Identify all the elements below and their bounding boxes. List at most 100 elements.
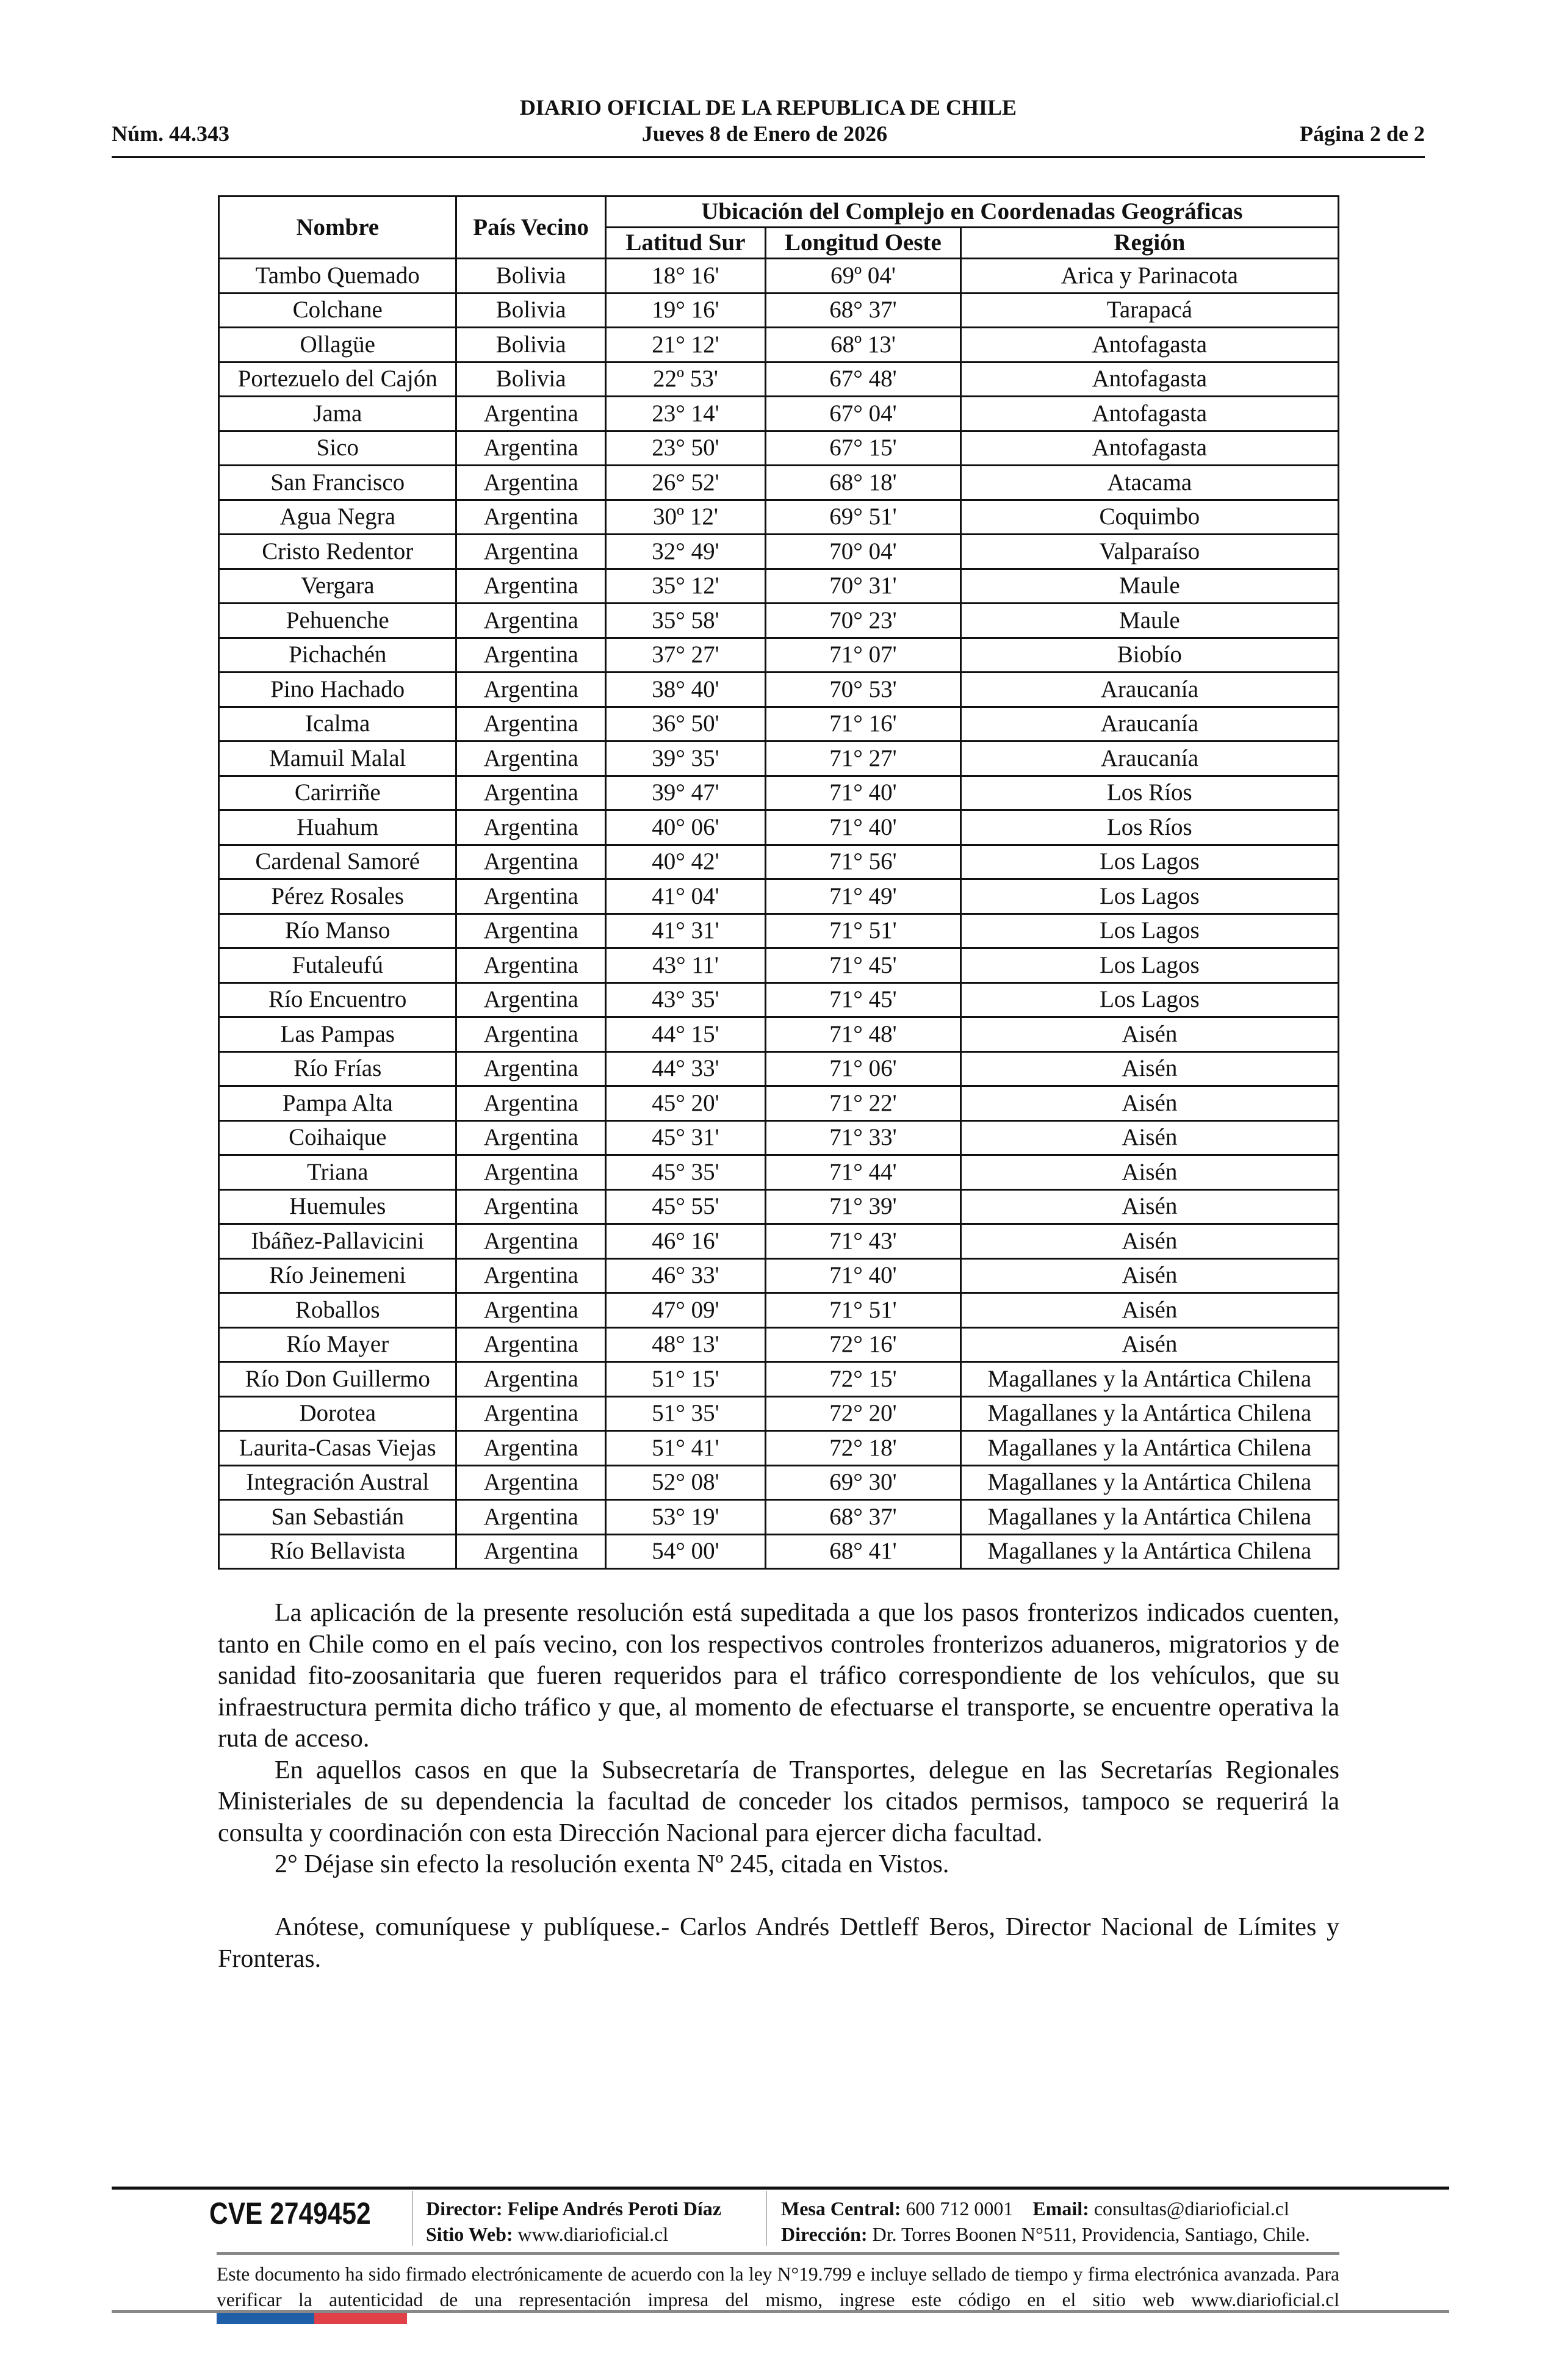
cell-latitud: 45° 20' — [604, 1085, 767, 1122]
issue-date: Jueves 8 de Enero de 2026 — [641, 121, 888, 146]
label: Email: — [1032, 2198, 1089, 2220]
table-row: Icalma Argentina 36° 50' 71° 16' Araucanía — [217, 705, 1340, 742]
cell-region: Antofagasta — [959, 395, 1340, 432]
paragraph: Anótese, comuníquese y publíquese.- Carl… — [218, 1913, 1339, 1973]
cell-latitud: 48° 13' — [604, 1326, 767, 1363]
cell-longitud: 71° 56' — [765, 843, 962, 880]
cell-nombre: San Sebastián — [217, 1499, 458, 1535]
cell-region: Los Ríos — [959, 774, 1340, 811]
cell-pais: Argentina — [455, 809, 607, 846]
cell-region: Magallanes y la Antártica Chilena — [959, 1395, 1340, 1432]
cell-nombre: Triana — [217, 1154, 458, 1191]
cell-region: Aisén — [959, 1050, 1340, 1087]
cell-region: Magallanes y la Antártica Chilena — [959, 1361, 1340, 1397]
cell-nombre: Laurita-Casas Viejas — [217, 1430, 458, 1466]
cell-latitud: 52° 08' — [604, 1464, 767, 1501]
cve-code: CVE 2749452 — [209, 2196, 371, 2230]
table-row: Jama Argentina 23° 14' 67° 04' Antofagasta — [217, 395, 1340, 432]
header-row: Núm. 44.343 Jueves 8 de Enero de 2026 Pá… — [112, 121, 1425, 146]
cell-pais: Argentina — [455, 1395, 607, 1432]
cell-latitud: 21° 12' — [604, 326, 767, 363]
cell-latitud: 38° 40' — [604, 671, 767, 708]
footer-divider — [112, 2310, 1449, 2313]
col-header-lon: Longitud Oeste — [765, 226, 962, 259]
cell-longitud: 71° 51' — [765, 1292, 962, 1329]
cell-latitud: 53° 19' — [604, 1499, 767, 1535]
cell-region: Aisén — [959, 1085, 1340, 1122]
cell-longitud: 71° 48' — [765, 1016, 962, 1053]
cell-nombre: Río Mayer — [217, 1326, 458, 1363]
cell-longitud: 71° 44' — [765, 1154, 962, 1191]
cell-pais: Argentina — [455, 705, 607, 742]
cell-pais: Argentina — [455, 568, 607, 604]
cell-latitud: 18° 16' — [604, 258, 767, 294]
website-link[interactable]: www.diarioficial.cl — [517, 2223, 669, 2245]
cell-nombre: Río Encuentro — [217, 981, 458, 1018]
table-row: Pehuenche Argentina 35° 58' 70° 23' Maule — [217, 602, 1340, 639]
email-link[interactable]: consultas@diarioficial.cl — [1093, 2198, 1289, 2220]
table-row: Colchane Bolivia 19° 16' 68° 37' Tarapacá — [217, 292, 1340, 328]
col-header-group: Ubicación del Complejo en Coordenadas Ge… — [604, 195, 1340, 228]
col-header-region: Región — [959, 226, 1340, 259]
cell-region: Magallanes y la Antártica Chilena — [959, 1533, 1340, 1570]
footer-divider — [217, 2252, 1339, 2255]
cell-latitud: 23° 50' — [604, 430, 767, 466]
cell-latitud: 46° 33' — [604, 1257, 767, 1294]
cell-region: Antofagasta — [959, 361, 1340, 397]
cell-latitud: 26° 52' — [604, 464, 767, 501]
cell-region: Arica y Parinacota — [959, 258, 1340, 294]
cell-pais: Argentina — [455, 1499, 607, 1535]
cell-nombre: Pehuenche — [217, 602, 458, 639]
table-row: Río Jeinemeni Argentina 46° 33' 71° 40' Aisé… — [217, 1257, 1340, 1294]
cell-region: Aisén — [959, 1154, 1340, 1191]
cell-pais: Argentina — [455, 1154, 607, 1191]
cell-longitud: 72° 15' — [765, 1361, 962, 1397]
footer-divider — [112, 2187, 1449, 2190]
cell-longitud: 71° 07' — [765, 636, 962, 673]
cell-latitud: 30º 12' — [604, 499, 767, 535]
cell-latitud: 45° 31' — [604, 1119, 767, 1156]
cell-pais: Bolivia — [455, 326, 607, 363]
flag-stripe-blue — [217, 2313, 314, 2324]
cell-nombre: San Francisco — [217, 464, 458, 501]
cell-nombre: Coihaique — [217, 1119, 458, 1156]
cell-longitud: 68° 37' — [765, 292, 962, 328]
cell-latitud: 51° 41' — [604, 1430, 767, 1466]
cell-nombre: Pérez Rosales — [217, 878, 458, 915]
col-header-nombre: Nombre — [217, 195, 458, 259]
cell-region: Los Lagos — [959, 878, 1340, 915]
cell-longitud: 71° 45' — [765, 947, 962, 984]
cell-latitud: 40° 06' — [604, 809, 767, 846]
cell-nombre: Huemules — [217, 1188, 458, 1225]
cell-latitud: 44° 15' — [604, 1016, 767, 1053]
cell-nombre: Río Jeinemeni — [217, 1257, 458, 1294]
table-row: Río Frías Argentina 44° 33' 71° 06' Aisén — [217, 1050, 1340, 1087]
cell-region: Los Lagos — [959, 843, 1340, 880]
cell-nombre: Futaleufú — [217, 947, 458, 984]
cell-pais: Argentina — [455, 740, 607, 777]
table-row: Río Encuentro Argentina 43° 35' 71° 45' Los … — [217, 981, 1340, 1018]
label: Dirección: — [781, 2223, 868, 2245]
cell-nombre: Pino Hachado — [217, 671, 458, 708]
cell-region: Los Ríos — [959, 809, 1340, 846]
table-row: Cardenal Samoré Argentina 40° 42' 71° 56' Lo… — [217, 843, 1340, 880]
cell-pais: Argentina — [455, 499, 607, 535]
cell-region: Antofagasta — [959, 326, 1340, 363]
cell-pais: Argentina — [455, 1326, 607, 1363]
cell-nombre: Río Bellavista — [217, 1533, 458, 1570]
cell-region: Los Lagos — [959, 981, 1340, 1018]
cell-nombre: Integración Austral — [217, 1464, 458, 1501]
cell-longitud: 71° 40' — [765, 1257, 962, 1294]
cell-pais: Argentina — [455, 430, 607, 466]
cell-latitud: 35° 12' — [604, 568, 767, 604]
phone: 600 712 0001 — [906, 2198, 1014, 2220]
cell-nombre: Dorotea — [217, 1395, 458, 1432]
cell-nombre: Mamuil Malal — [217, 740, 458, 777]
col-header-lat: Latitud Sur — [604, 226, 767, 259]
cell-region: Aisén — [959, 1223, 1340, 1260]
cell-longitud: 71° 51' — [765, 912, 962, 949]
cell-pais: Argentina — [455, 1188, 607, 1225]
footer-separator — [766, 2191, 767, 2246]
cell-region: Aisén — [959, 1188, 1340, 1225]
cell-nombre: Río Frías — [217, 1050, 458, 1087]
